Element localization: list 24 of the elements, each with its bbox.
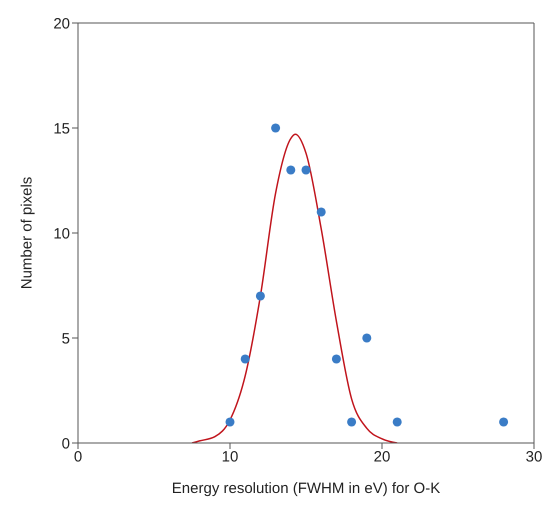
x-tick-label: 20 — [374, 448, 390, 466]
x-tick-label: 30 — [526, 448, 542, 466]
point — [301, 165, 311, 175]
point — [392, 417, 402, 427]
y-tick-label: 20 — [53, 15, 70, 32]
point — [256, 291, 265, 301]
point — [271, 123, 280, 133]
line-series — [191, 134, 398, 443]
y-tick-label: 5 — [62, 330, 70, 348]
x-tick-label: 0 — [74, 448, 82, 466]
point — [362, 333, 372, 343]
x-axis-title: Energy resolution (FWHM in eV) for O-K — [172, 480, 440, 497]
y-tick-label: 15 — [53, 120, 70, 138]
point — [316, 207, 326, 217]
x-tick-label: 10 — [222, 448, 238, 466]
y-tick-label: 0 — [62, 435, 70, 452]
point — [332, 354, 341, 364]
y-axis-title: Number of pixels — [18, 176, 36, 290]
point — [225, 417, 235, 427]
point — [499, 417, 508, 427]
point — [240, 354, 250, 364]
y-tick-label: 10 — [53, 225, 70, 242]
point — [286, 165, 296, 175]
point — [347, 417, 356, 427]
